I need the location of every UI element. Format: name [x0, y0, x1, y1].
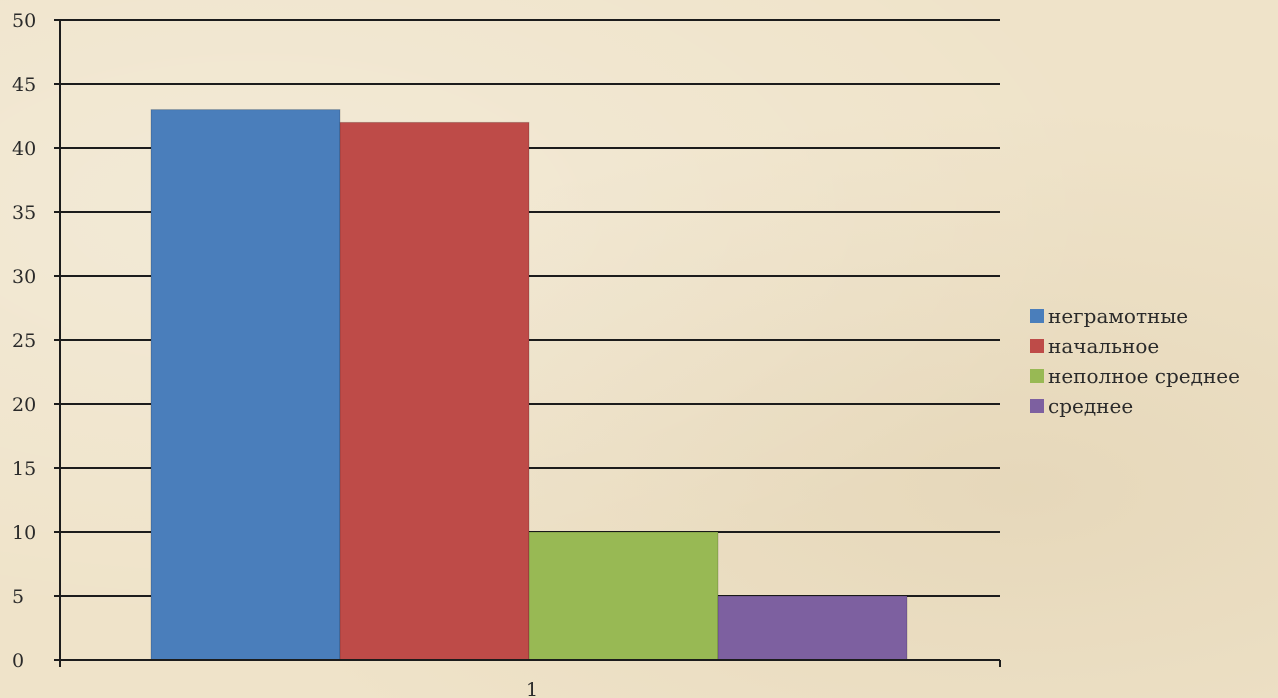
- bar-1: [150, 109, 341, 661]
- bar-4: [717, 595, 908, 661]
- x-tick-labels: 1: [526, 679, 538, 698]
- legend-swatch-3: [1030, 369, 1044, 383]
- y-tick-labels: 0 5 10 15 20 25 30 35 40 45 50: [12, 10, 36, 672]
- y-tick-label: 40: [12, 138, 36, 160]
- y-tick-label: 10: [12, 522, 36, 544]
- legend-label-3: неполное среднее: [1048, 364, 1240, 388]
- axes: [59, 20, 1000, 661]
- legend-label-4: среднее: [1048, 394, 1133, 418]
- bar-3: [528, 531, 719, 661]
- y-tick-label: 50: [12, 10, 36, 32]
- y-tick-label: 30: [12, 266, 36, 288]
- y-tick-label: 5: [12, 586, 24, 608]
- y-tick-label: 20: [12, 394, 36, 416]
- y-tick-label: 15: [12, 458, 36, 480]
- legend: неграмотные начальное неполное среднее сред…: [1030, 304, 1240, 418]
- y-tick-label: 45: [12, 74, 36, 96]
- x-tick-label: 1: [526, 679, 538, 698]
- y-tick-label: 25: [12, 330, 36, 352]
- legend-swatch-4: [1030, 399, 1044, 413]
- legend-label-2: начальное: [1048, 334, 1159, 358]
- legend-swatch-2: [1030, 339, 1044, 353]
- y-tick-label: 35: [12, 202, 36, 224]
- bars: [150, 109, 908, 661]
- bar-2: [339, 121, 530, 661]
- legend-label-1: неграмотные: [1048, 304, 1188, 328]
- legend-swatch-1: [1030, 309, 1044, 323]
- y-tick-label: 0: [12, 650, 24, 672]
